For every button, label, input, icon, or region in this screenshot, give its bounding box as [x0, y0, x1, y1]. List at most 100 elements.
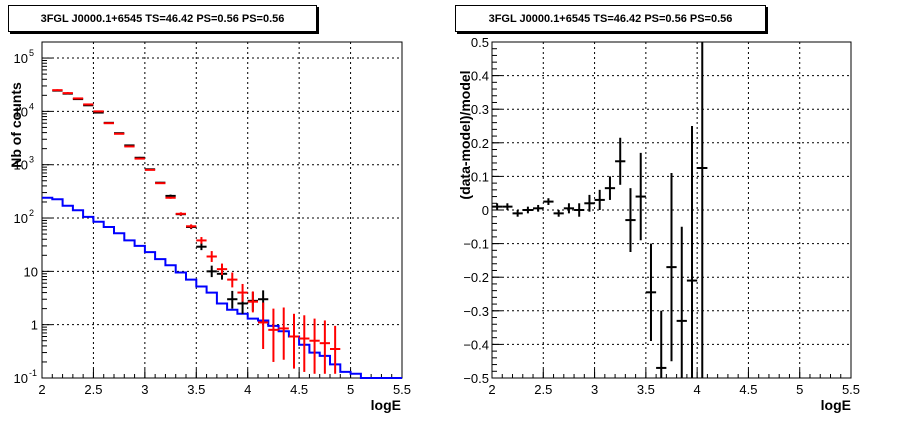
counts-y-tick-exponent: 5 — [29, 48, 34, 58]
counts-model-step-line — [42, 196, 402, 379]
residual-y-tick-label: −0.1 — [463, 237, 489, 252]
counts-model-point — [144, 168, 156, 171]
residual-point — [625, 188, 636, 252]
residual-point — [604, 176, 616, 200]
residual-point — [522, 206, 534, 214]
counts-model-point — [62, 92, 73, 95]
residual-x-tick-label: 3.5 — [637, 382, 655, 397]
residual-y-tick-label: 0.5 — [471, 35, 489, 50]
residual-grid — [492, 42, 851, 378]
residual-x-tick-label: 4.5 — [739, 382, 757, 397]
counts-y-tick-exponent: -1 — [29, 368, 37, 378]
residual-data — [492, 42, 708, 378]
residual-x-tick-label: 4 — [694, 382, 701, 397]
counts-data-point — [206, 265, 217, 278]
residual-x-tick-label: 3 — [591, 382, 598, 397]
residual-point — [584, 194, 595, 212]
residual-y-tick-label: 0.1 — [471, 169, 489, 184]
counts-y-tick-label: 10 — [14, 158, 28, 173]
counts-x-tick-label: 5.5 — [393, 382, 411, 397]
residual-x-tick-label: 5.5 — [842, 382, 860, 397]
counts-x-tick-label: 2.5 — [84, 382, 102, 397]
counts-x-tick-label: 4.5 — [290, 382, 308, 397]
counts-model-point — [268, 308, 279, 362]
residual-x-tick-label: 5 — [796, 382, 803, 397]
counts-x-tick-label: 5 — [347, 382, 354, 397]
counts-model-point — [309, 318, 320, 374]
counts-data-point — [227, 290, 238, 309]
counts-data-point — [196, 243, 207, 251]
residual-x-tick-label: 2 — [488, 382, 495, 397]
counts-model-point — [319, 320, 330, 374]
counts-model-point — [134, 157, 145, 160]
residual-point — [676, 226, 687, 378]
residual-y-tick-label: −0.4 — [463, 337, 489, 352]
counts-model-point — [155, 182, 166, 185]
residual-point — [697, 42, 708, 378]
counts-model-point — [227, 272, 238, 288]
counts-model-point — [278, 307, 289, 360]
counts-model-point — [237, 283, 248, 302]
residual-point — [563, 203, 575, 214]
residual-y-tick-label: −0.5 — [463, 371, 489, 386]
counts-grid — [42, 42, 402, 378]
residual-y-tick-label: −0.2 — [463, 270, 489, 285]
residual-ylabel: (data-model)/model — [457, 70, 473, 199]
counts-y-tick-exponent: 3 — [29, 155, 34, 165]
counts-model-point — [103, 122, 114, 125]
residual-y-tick-label: −0.3 — [463, 304, 489, 319]
counts-model-point — [299, 315, 310, 372]
counts-model-point — [165, 196, 176, 199]
counts-model-point — [175, 212, 186, 216]
counts-y-tick-label: 10 — [14, 51, 28, 66]
counts-y-tick-exponent: 2 — [29, 208, 34, 218]
counts-model-point — [93, 110, 104, 113]
counts-model-point — [330, 325, 341, 374]
counts-data — [42, 89, 402, 379]
counts-model-point — [288, 313, 300, 369]
residual-point — [656, 310, 667, 378]
counts-title: 3FGL J0000.1+6545 TS=46.42 PS=0.56 PS=0.… — [8, 5, 317, 32]
counts-model-point — [196, 237, 207, 244]
residual-point — [594, 189, 605, 210]
counts-y-tick-label: 10 — [14, 371, 28, 386]
counts-model-point — [216, 263, 228, 276]
counts-y-tick-label: 1 — [31, 318, 38, 333]
counts-y-tick-exponent: 4 — [29, 101, 34, 111]
counts-x-tick-label: 4 — [244, 382, 251, 397]
residual-x-tick-label: 2.5 — [534, 382, 552, 397]
counts-y-tick-label: 10 — [14, 104, 28, 119]
residual-point — [574, 203, 585, 217]
residual-point — [635, 152, 646, 241]
counts-x-tick-label: 3.5 — [187, 382, 205, 397]
residual-point — [543, 198, 554, 205]
counts-model-point — [247, 291, 258, 313]
residual-axis-ticks: 2 2.5 3 3.5 4 4.5 5 5.5 −0.5 −0.4 −0.3 −0.2 −0.1 0 0.1… — [463, 35, 860, 397]
residual-y-tick-label: 0.3 — [471, 102, 489, 117]
counts-model-point — [124, 145, 135, 148]
residual-point — [615, 137, 626, 185]
residual-point — [686, 126, 698, 378]
counts-y-tick-label: 10 — [24, 264, 38, 279]
counts-model-point — [52, 89, 63, 92]
residual-point — [533, 204, 544, 212]
counts-ylabel: Nb of counts — [8, 82, 24, 168]
residual-point — [512, 210, 523, 217]
residual-panel: 2 2.5 3 3.5 4 4.5 5 5.5 −0.5 −0.4 −0.3 −0.2 −0.1 0 0.1… — [457, 35, 860, 413]
counts-x-tick-label: 2 — [38, 382, 45, 397]
residual-y-tick-label: 0 — [482, 203, 489, 218]
counts-plot-frame — [41, 41, 403, 379]
residual-xlabel: logE — [821, 397, 851, 413]
counts-model-point — [72, 97, 84, 100]
residual-point — [492, 203, 503, 210]
residual-y-tick-label: 0.4 — [471, 69, 489, 84]
counts-model-point — [206, 251, 217, 262]
counts-model-point — [186, 224, 197, 229]
counts-model-point — [114, 132, 125, 135]
counts-y-tick-label: 10 — [14, 211, 28, 226]
residual-point — [553, 210, 564, 217]
residual-point — [502, 203, 513, 210]
